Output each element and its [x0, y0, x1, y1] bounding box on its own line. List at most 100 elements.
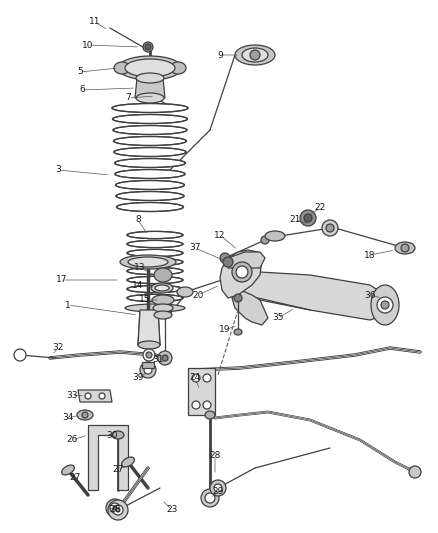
Circle shape: [106, 499, 124, 517]
Ellipse shape: [136, 73, 164, 83]
Text: 13: 13: [134, 263, 146, 272]
Text: 22: 22: [314, 204, 325, 213]
Text: 20: 20: [192, 290, 204, 300]
Ellipse shape: [127, 240, 183, 248]
Circle shape: [158, 351, 172, 365]
Text: 6: 6: [79, 85, 85, 94]
Polygon shape: [220, 250, 262, 298]
Circle shape: [401, 244, 409, 252]
Ellipse shape: [117, 203, 184, 212]
Text: 34: 34: [62, 414, 74, 423]
Circle shape: [304, 214, 312, 222]
Circle shape: [203, 401, 211, 409]
Text: 5: 5: [77, 68, 83, 77]
Text: 17: 17: [56, 276, 68, 285]
Circle shape: [326, 224, 334, 232]
Circle shape: [14, 349, 26, 361]
Text: 14: 14: [132, 280, 144, 289]
Ellipse shape: [127, 268, 183, 274]
Polygon shape: [88, 425, 128, 490]
Circle shape: [232, 262, 252, 282]
Text: 28: 28: [209, 450, 221, 459]
Text: 15: 15: [139, 295, 151, 304]
Ellipse shape: [120, 255, 176, 269]
Ellipse shape: [153, 304, 173, 312]
Text: 39: 39: [132, 374, 144, 383]
Polygon shape: [230, 272, 385, 320]
Ellipse shape: [152, 295, 174, 305]
Ellipse shape: [127, 259, 183, 265]
Ellipse shape: [112, 431, 124, 439]
Circle shape: [99, 393, 105, 399]
Circle shape: [162, 355, 168, 361]
Circle shape: [145, 44, 151, 50]
Text: 27: 27: [69, 473, 81, 482]
Ellipse shape: [154, 268, 172, 282]
Circle shape: [113, 506, 117, 510]
Circle shape: [110, 503, 120, 513]
Ellipse shape: [113, 136, 187, 146]
Circle shape: [322, 220, 338, 236]
Ellipse shape: [138, 341, 160, 349]
Circle shape: [146, 352, 152, 358]
Circle shape: [82, 412, 88, 418]
Ellipse shape: [125, 304, 185, 312]
Circle shape: [381, 301, 389, 309]
Circle shape: [234, 294, 242, 302]
Circle shape: [140, 362, 156, 378]
Circle shape: [210, 480, 226, 496]
Circle shape: [192, 401, 200, 409]
Ellipse shape: [114, 158, 186, 167]
Circle shape: [205, 493, 215, 503]
Ellipse shape: [113, 115, 187, 124]
Text: 27: 27: [112, 465, 124, 474]
Polygon shape: [188, 368, 215, 415]
Ellipse shape: [62, 465, 74, 475]
Circle shape: [236, 266, 248, 278]
Circle shape: [261, 236, 269, 244]
Text: 7: 7: [125, 93, 131, 102]
Ellipse shape: [112, 103, 188, 112]
Text: 19: 19: [219, 326, 231, 335]
Ellipse shape: [177, 287, 193, 297]
Circle shape: [250, 50, 260, 60]
Ellipse shape: [113, 125, 187, 134]
Text: 26: 26: [66, 435, 78, 445]
Circle shape: [220, 253, 230, 263]
Ellipse shape: [127, 249, 183, 256]
Text: 12: 12: [214, 230, 226, 239]
Circle shape: [113, 505, 123, 515]
Ellipse shape: [371, 285, 399, 325]
Ellipse shape: [155, 285, 169, 291]
Text: 10: 10: [82, 41, 94, 50]
Circle shape: [108, 500, 128, 520]
Text: 21: 21: [290, 215, 301, 224]
Ellipse shape: [127, 277, 183, 284]
Text: 23: 23: [166, 505, 178, 514]
Ellipse shape: [114, 148, 186, 157]
Polygon shape: [232, 290, 268, 325]
Ellipse shape: [115, 169, 185, 179]
Circle shape: [377, 297, 393, 313]
Ellipse shape: [114, 62, 130, 74]
Circle shape: [201, 489, 219, 507]
Text: 8: 8: [135, 215, 141, 224]
Ellipse shape: [77, 410, 93, 420]
Polygon shape: [135, 78, 165, 98]
Ellipse shape: [116, 191, 184, 200]
Ellipse shape: [170, 62, 186, 74]
Polygon shape: [142, 362, 154, 368]
Ellipse shape: [265, 231, 285, 241]
Circle shape: [300, 210, 316, 226]
Circle shape: [409, 466, 421, 478]
Ellipse shape: [118, 56, 182, 80]
Text: 29: 29: [212, 488, 224, 497]
Ellipse shape: [127, 231, 183, 239]
Ellipse shape: [205, 411, 215, 419]
Text: 24: 24: [189, 374, 201, 383]
Circle shape: [203, 374, 211, 382]
Ellipse shape: [116, 181, 184, 190]
Ellipse shape: [122, 457, 134, 467]
Text: 28: 28: [110, 505, 121, 514]
Text: 18: 18: [364, 251, 376, 260]
